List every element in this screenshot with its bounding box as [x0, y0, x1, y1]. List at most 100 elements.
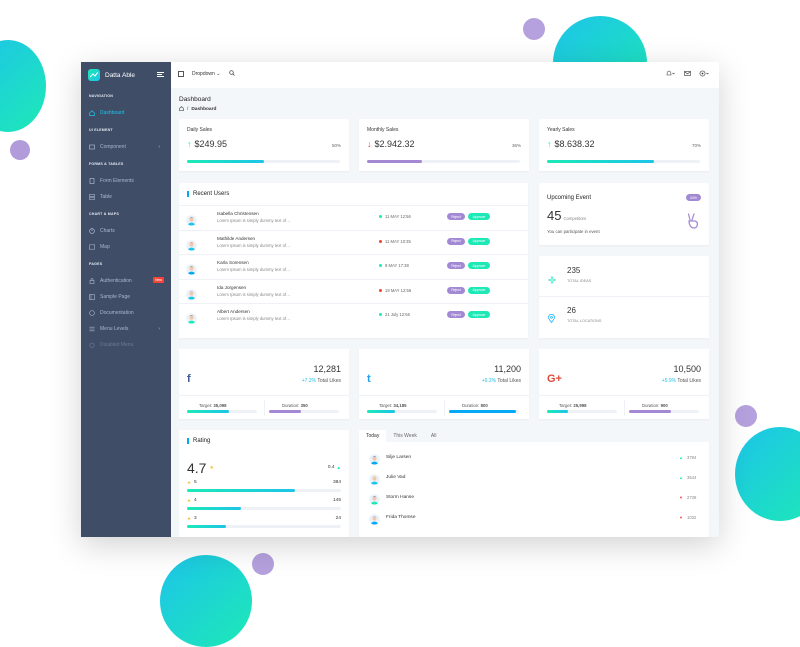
mail-icon[interactable]	[684, 70, 691, 79]
progress-fill	[629, 410, 671, 413]
approve-button[interactable]: Approve	[468, 311, 490, 318]
event-title: Upcoming Event	[547, 195, 592, 201]
facebook-icon: f	[187, 373, 191, 385]
activity-value: 3784	[687, 455, 697, 460]
list-item: Julie Vad ▲ 3544	[359, 470, 708, 490]
event-note: You can participate in event	[547, 229, 600, 234]
social-change: +5.9%	[661, 378, 677, 384]
user-description: Lorem Ipsum is simply dummy text of…	[217, 242, 291, 248]
sidebar-item-authentication[interactable]: Authentication New ›	[89, 276, 167, 285]
stat-value-wrap: ↑ $249.95	[187, 139, 227, 149]
status-dot	[379, 288, 382, 292]
box-icon	[89, 144, 95, 150]
social-change: +6.2%	[481, 378, 497, 384]
target-label: Target: 34,185	[379, 403, 407, 408]
stat-value-wrap: ↓ $2.942.32	[367, 139, 415, 149]
brand[interactable]: Datta Able	[81, 62, 171, 88]
stat-percent: 70%	[691, 143, 701, 148]
sidebar-item-map[interactable]: Map	[89, 242, 167, 251]
stat-card-yearly: Yearly Sales ↑ $8.638.32 70%	[539, 119, 709, 171]
social-card-facebook: f 12,281 +7.2% Total Likes Target: 35,098 Du…	[179, 349, 349, 419]
zap-icon	[547, 271, 557, 289]
user-description: Lorem Ipsum is simply dummy text of…	[217, 316, 291, 321]
approve-button[interactable]: Approve	[468, 286, 490, 294]
arrow-up-icon: ↑	[547, 139, 552, 149]
sidebar-item-dashboard[interactable]: Dashboard	[89, 108, 167, 117]
progress-fill	[187, 410, 229, 413]
target-label: Target: 25,998	[559, 403, 587, 408]
caret-up-icon: ▲	[336, 465, 341, 470]
star-icon: ★	[187, 498, 192, 503]
stat-card-daily: Daily Sales ↑ $249.95 50%	[179, 119, 349, 171]
reject-button[interactable]: Reject	[447, 311, 465, 318]
star-icon: ★	[187, 480, 192, 485]
duration-label: Duration: 800	[462, 403, 488, 408]
sidebar-item-menu-levels[interactable]: Menu Levels ›	[89, 324, 167, 333]
progress-track	[187, 507, 341, 510]
stat-value: $249.95	[194, 139, 228, 149]
sidebar-item-sample-page[interactable]: Sample Page	[89, 292, 167, 301]
star-icon: ★	[187, 516, 192, 521]
progress-track	[187, 489, 341, 492]
date-text: 21 July 12:56	[385, 312, 410, 317]
top-header: Dropdown ⌄	[171, 62, 719, 88]
progress-track	[367, 410, 437, 413]
social-subtitle: +6.2% Total Likes	[482, 378, 521, 384]
reject-button[interactable]: Reject	[447, 286, 465, 294]
reject-button[interactable]: Reject	[447, 262, 465, 269]
activity-value: 1032	[687, 515, 697, 520]
arrow-down-icon: ↓	[367, 139, 372, 149]
ideas-locations-card: 235 TOTAL IDEAS 26 TOTAL LOCATIONS	[539, 256, 709, 338]
rating-row: ★ 5 384	[187, 480, 341, 492]
tab-this-week[interactable]: This Week	[393, 433, 417, 439]
rating-value: 4.7	[187, 460, 207, 476]
social-value: 10,500	[673, 364, 701, 374]
sidebar-item-charts[interactable]: Charts	[89, 226, 167, 235]
sidebar-item-label: Component	[100, 143, 126, 150]
progress-fill	[187, 507, 241, 510]
breadcrumb-current[interactable]: Dashboard	[191, 107, 217, 112]
approve-button[interactable]: Approve	[468, 237, 490, 245]
progress-fill	[367, 160, 423, 163]
social-footer: Target: 25,998 Duration: 900	[539, 395, 709, 419]
event-competitors: Competitors	[563, 216, 587, 221]
nav-caption-forms-tables: FORMS & TABLES	[89, 162, 124, 166]
tab-all[interactable]: All	[430, 433, 437, 439]
chevron-down-icon: ⌄	[216, 71, 221, 77]
home-icon[interactable]	[179, 106, 184, 113]
user-name: Karla Sorensen	[217, 260, 249, 265]
settings-icon[interactable]	[699, 70, 710, 79]
header-dropdown[interactable]: Dropdown ⌄	[192, 71, 220, 77]
sidebar-item-documentation[interactable]: Documentation	[89, 308, 167, 317]
twitter-icon: t	[367, 373, 371, 385]
caret-down-icon: ▼	[679, 495, 683, 500]
date-text: 19 MAY 12:56	[385, 287, 412, 293]
social-value: 11,200	[494, 364, 521, 374]
bell-icon[interactable]	[666, 70, 676, 79]
sidebar-item-table[interactable]: Table	[89, 192, 167, 201]
fullscreen-icon[interactable]	[178, 71, 184, 77]
sidebar-item-component[interactable]: Component ›	[89, 142, 167, 151]
stat-percent: 50%	[331, 143, 341, 148]
rating-row: ★ 4 145	[187, 498, 341, 510]
menu-toggle-icon[interactable]	[157, 72, 164, 77]
dashboard-window: Datta Able NAVIGATION Dashboard UI ELEME…	[81, 62, 719, 537]
approve-button[interactable]: Approve	[468, 213, 490, 220]
activity-value: 3544	[687, 475, 697, 480]
caret-up-icon: ▲	[679, 475, 683, 480]
approve-button[interactable]: Approve	[468, 262, 490, 269]
decor-dot-bottom	[252, 553, 274, 575]
search-icon[interactable]	[229, 70, 235, 78]
tab-today[interactable]: Today	[359, 430, 387, 442]
duration-label-text: Duration:	[282, 403, 300, 408]
section-title: Rating	[187, 438, 210, 444]
progress-fill	[187, 160, 264, 163]
sidebar-item-form-elements[interactable]: Form Elements	[89, 176, 167, 185]
social-likes-label: Total Likes	[497, 378, 521, 384]
reject-button[interactable]: Reject	[447, 213, 465, 220]
avatar	[369, 452, 380, 465]
target-label-text: Target:	[199, 403, 213, 408]
new-badge: New	[153, 277, 165, 283]
reject-button[interactable]: Reject	[447, 237, 465, 245]
table-row: Ida Jorgensen Lorem Ipsum is simply dummy…	[179, 278, 528, 304]
